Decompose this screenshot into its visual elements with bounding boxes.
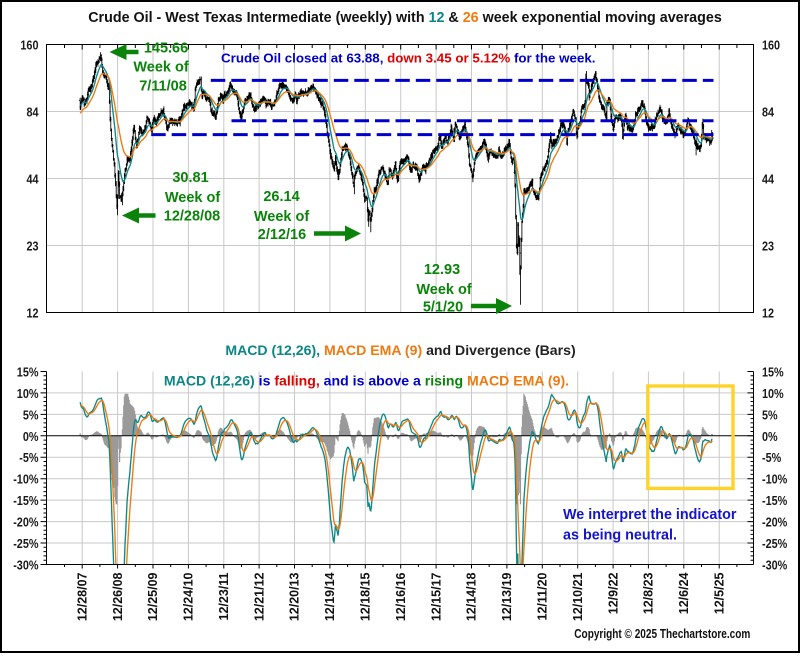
- svg-text:160: 160: [762, 38, 780, 53]
- svg-text:44: 44: [27, 172, 40, 187]
- svg-text:Copyright © 2025 Thechartstore: Copyright © 2025 Thechartstore.com: [574, 626, 750, 641]
- svg-text:12/25/09: 12/25/09: [146, 572, 160, 621]
- svg-text:12/14/18: 12/14/18: [465, 572, 479, 621]
- svg-text:12/15/17: 12/15/17: [429, 572, 443, 621]
- svg-text:12/28/07: 12/28/07: [75, 572, 89, 621]
- svg-text:5%: 5%: [23, 407, 39, 422]
- svg-text:0%: 0%: [23, 429, 39, 444]
- svg-text:Crude Oil closed at 63.88, dow: Crude Oil closed at 63.88, down 3.45 or …: [221, 50, 596, 65]
- svg-text:12/26/08: 12/26/08: [111, 572, 125, 621]
- svg-text:84: 84: [27, 105, 40, 120]
- svg-text:12/21/12: 12/21/12: [252, 572, 266, 621]
- svg-text:-25%: -25%: [762, 536, 788, 551]
- svg-text:-30%: -30%: [13, 558, 39, 573]
- svg-text:160: 160: [20, 38, 38, 53]
- svg-text:10%: 10%: [17, 386, 39, 401]
- svg-text:12/23/11: 12/23/11: [217, 572, 231, 620]
- svg-text:-15%: -15%: [762, 493, 788, 508]
- svg-text:12/28/08: 12/28/08: [164, 208, 220, 224]
- svg-text:12: 12: [27, 306, 39, 321]
- svg-text:12/9/22: 12/9/22: [606, 572, 620, 614]
- svg-text:-25%: -25%: [13, 536, 39, 551]
- svg-text:Week of: Week of: [254, 209, 310, 225]
- svg-text:23: 23: [27, 239, 39, 254]
- svg-text:Week of: Week of: [165, 190, 221, 206]
- svg-text:12/18/15: 12/18/15: [359, 572, 373, 621]
- svg-text:-30%: -30%: [762, 558, 788, 573]
- svg-text:MACD (12,26), MACD EMA (9) and: MACD (12,26), MACD EMA (9) and Divergenc…: [225, 342, 575, 358]
- svg-text:12.93: 12.93: [424, 262, 460, 278]
- svg-text:145.66: 145.66: [144, 41, 188, 57]
- svg-text:-20%: -20%: [762, 515, 788, 530]
- svg-text:12/19/14: 12/19/14: [323, 572, 337, 621]
- svg-text:30.81: 30.81: [172, 170, 208, 186]
- svg-text:26.14: 26.14: [263, 189, 299, 205]
- svg-text:12/11/20: 12/11/20: [536, 572, 550, 620]
- svg-text:-15%: -15%: [13, 493, 39, 508]
- svg-text:2/12/16: 2/12/16: [258, 227, 306, 243]
- svg-text:12/6/24: 12/6/24: [677, 572, 691, 614]
- svg-text:5/1/20: 5/1/20: [423, 300, 463, 316]
- svg-text:We interpret the indicator: We interpret the indicator: [563, 507, 737, 523]
- svg-text:12/20/13: 12/20/13: [288, 572, 302, 621]
- svg-text:12/10/21: 12/10/21: [571, 572, 585, 621]
- svg-text:12/13/19: 12/13/19: [500, 572, 514, 621]
- svg-text:Week of: Week of: [133, 60, 189, 76]
- svg-text:-10%: -10%: [13, 472, 39, 487]
- svg-text:MACD (12,26) is falling, and i: MACD (12,26) is falling, and is above a …: [164, 373, 569, 389]
- svg-text:15%: 15%: [762, 365, 784, 380]
- svg-text:-20%: -20%: [13, 515, 39, 530]
- svg-text:0%: 0%: [762, 429, 778, 444]
- svg-text:12/8/23: 12/8/23: [642, 572, 656, 614]
- svg-text:-5%: -5%: [762, 450, 781, 465]
- svg-text:15%: 15%: [17, 365, 39, 380]
- svg-text:12/16/16: 12/16/16: [394, 572, 408, 621]
- svg-text:-10%: -10%: [762, 472, 788, 487]
- svg-text:84: 84: [762, 105, 775, 120]
- svg-text:Crude Oil - West Texas Interme: Crude Oil - West Texas Intermediate (wee…: [88, 10, 722, 26]
- svg-text:5%: 5%: [762, 407, 778, 422]
- svg-text:23: 23: [762, 239, 774, 254]
- svg-text:10%: 10%: [762, 386, 784, 401]
- svg-text:12: 12: [762, 306, 774, 321]
- svg-text:-5%: -5%: [19, 450, 38, 465]
- svg-text:Week of: Week of: [416, 282, 472, 298]
- svg-text:12/24/10: 12/24/10: [182, 572, 196, 621]
- svg-text:7/11/08: 7/11/08: [139, 79, 187, 95]
- svg-text:44: 44: [762, 172, 775, 187]
- svg-text:12/5/25: 12/5/25: [712, 572, 726, 614]
- svg-text:as being neutral.: as being neutral.: [563, 528, 677, 544]
